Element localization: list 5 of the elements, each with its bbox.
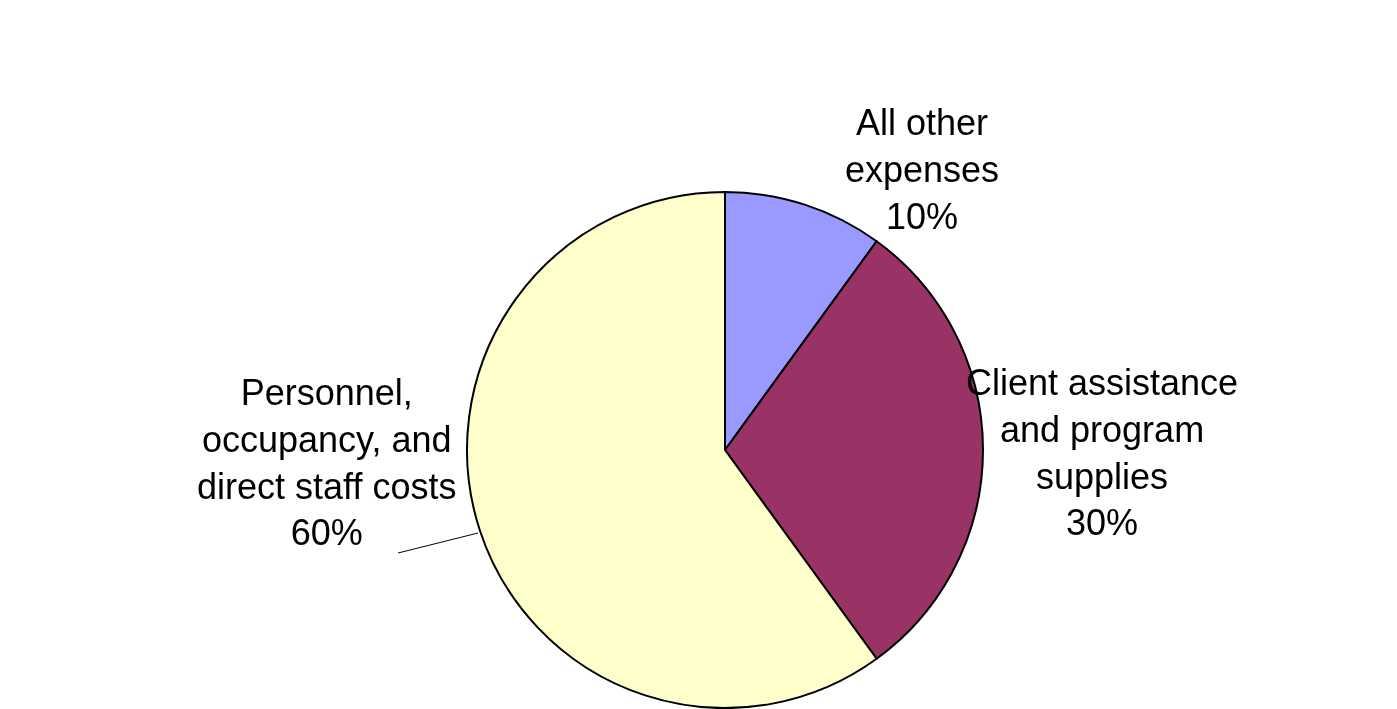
slice-label: All other expenses: [845, 102, 1000, 190]
data-label: 60%: [290, 512, 363, 554]
data-label: 30%: [1066, 502, 1139, 544]
slice-label: Personnel, occupancy, and direct staff costs: [197, 372, 457, 507]
data-label: 10%: [886, 195, 959, 237]
